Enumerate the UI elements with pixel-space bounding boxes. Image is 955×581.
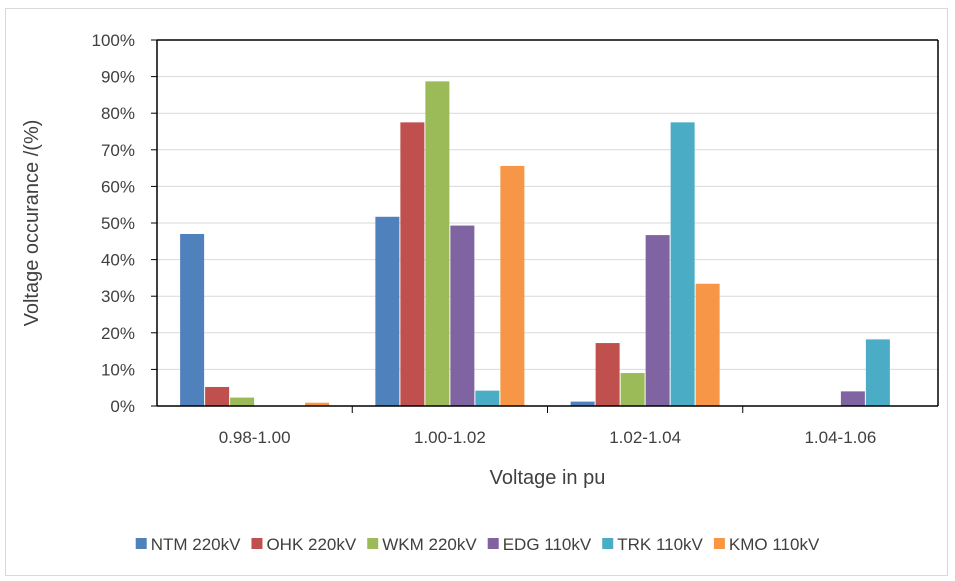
bar [425,81,450,406]
legend: NTM 220kV OHK 220kV WKM 220kV EDG 110kV TRK … [135,535,820,554]
bar [500,165,525,406]
y-tick-label: 10% [101,360,135,379]
legend-swatch [251,538,263,549]
legend-label: TRK 110kV [617,535,703,554]
x-tick-label: 0.98-1.00 [219,428,291,447]
bar [180,233,205,406]
y-tick-label: 90% [101,68,135,87]
y-tick-label: 0% [110,397,135,416]
chart-frame [5,8,948,576]
legend-label: EDG 110kV [503,535,592,554]
bar [570,401,595,406]
legend-swatch [135,538,147,549]
bar [375,216,400,406]
x-axis-title: Voltage in pu [490,467,606,489]
x-tick-label: 1.02-1.04 [609,428,681,447]
bar [620,373,645,406]
bar [305,402,330,406]
bar [475,390,500,406]
bar [865,339,890,406]
legend-label: NTM 220kV [151,535,241,554]
bar [645,235,670,406]
y-tick-label: 30% [101,287,135,306]
legend-swatch [602,538,614,549]
y-tick-label: 70% [101,141,135,160]
legend-label: WKM 220kV [382,535,477,554]
bar [670,122,695,406]
bar [840,391,865,406]
legend-swatch [713,538,725,549]
y-tick-label: 100% [92,31,135,50]
gridlines [157,39,938,370]
bar [695,283,720,406]
bar [595,343,620,406]
legend-label: KMO 110kV [729,535,820,554]
bar [230,397,255,406]
legend-label: OHK 220kV [266,535,356,554]
y-tick-label: 40% [101,251,135,270]
axes: 0% 10% 20% 30% 40% 50% 60% 70% 80% 90% 100% 0.98-1.… [92,31,939,447]
x-tick-label: 1.04-1.06 [804,428,876,447]
legend-swatch [367,538,379,549]
bar [400,122,425,406]
x-tick-label: 1.00-1.02 [414,428,486,447]
bar [450,225,475,406]
y-tick-label: 50% [101,214,135,233]
y-tick-label: 80% [101,104,135,123]
y-axis-title: Voltage occurance /(%) [21,120,43,327]
y-tick-label: 60% [101,177,135,196]
y-tick-label: 20% [101,324,135,343]
legend-swatch [487,538,499,549]
bars [180,81,890,406]
bar [205,386,230,406]
